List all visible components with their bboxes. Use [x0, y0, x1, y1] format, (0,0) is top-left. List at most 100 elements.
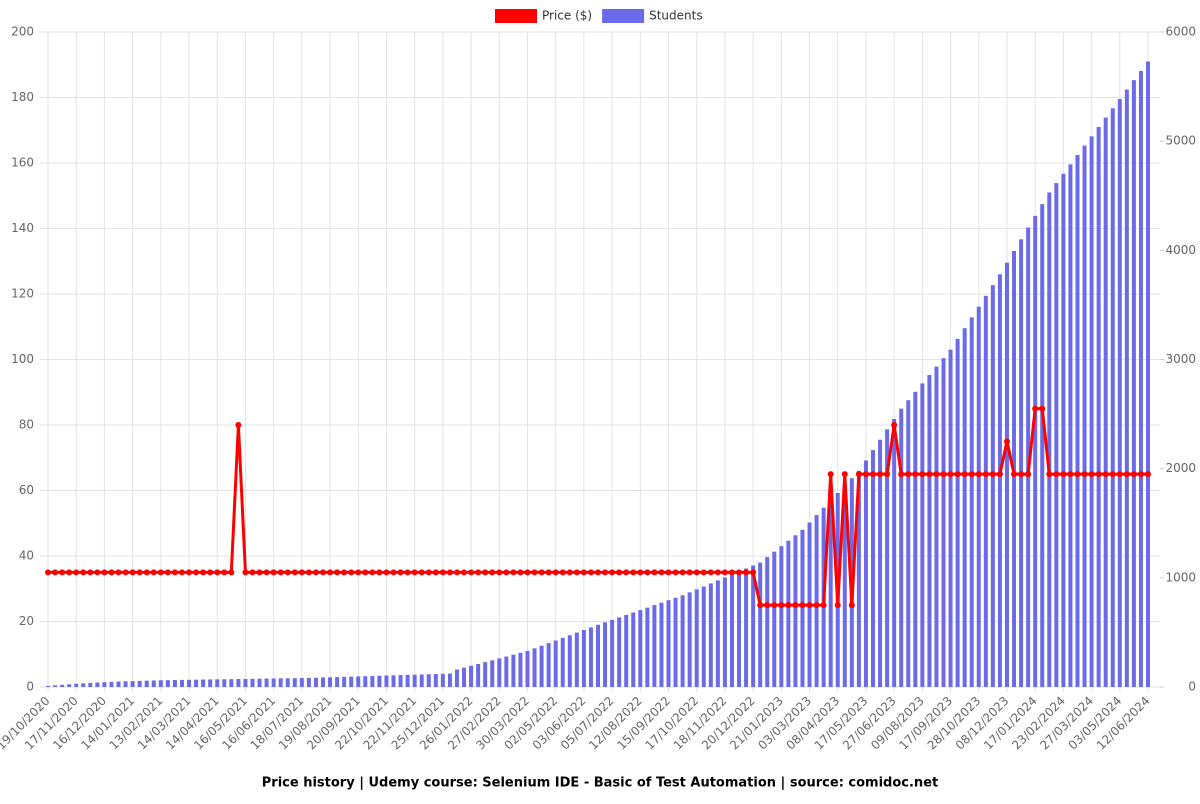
bar — [306, 677, 311, 687]
y2-tick-label: 2000 — [1165, 461, 1196, 475]
y-tick-label: 80 — [19, 418, 34, 432]
bar — [1075, 155, 1080, 688]
price-point — [933, 471, 940, 478]
price-point — [968, 471, 975, 478]
price-point — [453, 569, 460, 576]
price-point — [235, 422, 242, 428]
bar — [786, 540, 791, 687]
bar — [765, 557, 770, 687]
bar — [490, 660, 495, 687]
price-point — [87, 569, 94, 576]
price-point — [545, 569, 552, 576]
price-point — [743, 569, 750, 576]
bar — [172, 680, 177, 687]
price-point — [362, 569, 369, 576]
bar — [208, 679, 213, 687]
price-point — [686, 569, 693, 576]
price-point — [1145, 471, 1151, 478]
price-point — [242, 569, 249, 576]
price-point — [249, 569, 256, 576]
bar — [95, 682, 100, 687]
price-point — [52, 569, 59, 576]
bar — [1110, 108, 1115, 688]
price-point — [665, 569, 672, 576]
price-point — [898, 471, 905, 478]
price-point — [757, 602, 764, 609]
price-point — [912, 471, 919, 478]
legend-item: Price ($) — [495, 9, 592, 23]
bar — [462, 667, 467, 687]
bar — [511, 654, 516, 687]
price-point — [855, 471, 862, 478]
bar — [229, 679, 234, 687]
bar — [990, 285, 995, 687]
price-point — [122, 569, 129, 576]
bar — [1054, 183, 1059, 687]
y-tick-label: 120 — [11, 287, 34, 301]
price-point — [940, 471, 947, 478]
price-point — [580, 569, 587, 576]
price-point — [1081, 471, 1088, 478]
price-point — [270, 569, 277, 576]
price-point — [644, 569, 651, 576]
price-point — [573, 569, 580, 576]
bar — [532, 648, 537, 687]
bar — [567, 635, 572, 687]
bar — [694, 589, 699, 687]
price-point — [1130, 471, 1137, 478]
y2-tick-label: 6000 — [1165, 25, 1196, 39]
bar — [892, 418, 897, 687]
price-point — [1025, 471, 1032, 478]
bar — [356, 676, 361, 687]
price-point — [59, 569, 66, 576]
price-point — [298, 569, 305, 576]
y-tick-label: 180 — [11, 90, 34, 104]
price-point — [94, 569, 101, 576]
bar — [292, 678, 297, 687]
bar — [384, 675, 389, 687]
price-point — [355, 569, 362, 576]
y2-tick-label: 4000 — [1165, 243, 1196, 257]
bar — [271, 678, 276, 687]
price-point — [228, 569, 235, 576]
bar — [257, 678, 262, 687]
y2-tick-label: 1000 — [1165, 570, 1196, 584]
bar — [856, 470, 861, 687]
price-point — [989, 471, 996, 478]
price-point — [891, 422, 898, 428]
bar — [222, 679, 227, 687]
price-point — [531, 569, 538, 576]
price-point — [834, 602, 841, 609]
bar — [878, 439, 883, 687]
bar — [264, 678, 269, 687]
bar — [67, 684, 72, 687]
bar — [46, 685, 50, 687]
bar — [525, 650, 530, 687]
bar — [454, 669, 459, 687]
price-point — [587, 569, 594, 576]
bar — [137, 680, 142, 687]
price-point — [693, 569, 700, 576]
price-point — [771, 602, 778, 609]
bar — [539, 645, 544, 687]
price-point — [348, 569, 355, 576]
bar — [631, 612, 636, 687]
price-point — [193, 569, 200, 576]
price-point — [778, 602, 785, 609]
price-point — [975, 471, 982, 478]
bar — [659, 602, 664, 687]
bar — [553, 640, 558, 687]
price-point — [630, 569, 637, 576]
bar — [1061, 173, 1066, 687]
bar — [708, 583, 713, 687]
price-point — [207, 569, 214, 576]
bar — [476, 663, 481, 687]
price-point — [870, 471, 876, 478]
bar — [871, 450, 875, 687]
bar — [610, 619, 615, 687]
legend-label: Price ($) — [542, 9, 592, 23]
price-point — [439, 569, 446, 576]
price-point — [1088, 471, 1095, 478]
bar — [328, 677, 333, 687]
